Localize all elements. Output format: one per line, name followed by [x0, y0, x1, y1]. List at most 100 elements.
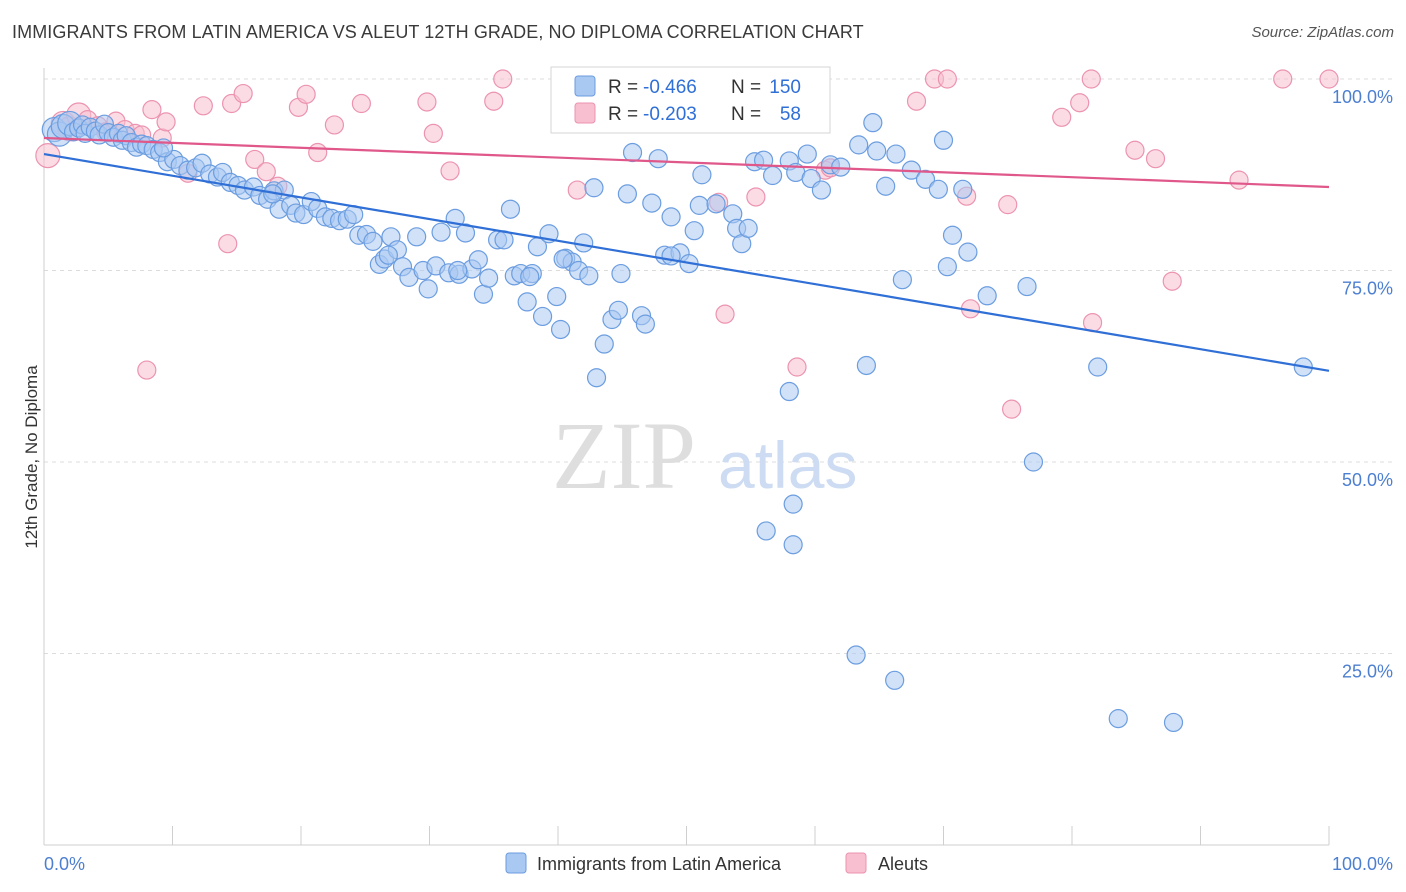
latin-america-point [886, 144, 906, 164]
source-label: Source: ZipAtlas.com [1251, 24, 1394, 41]
aleuts-point [417, 92, 437, 112]
aleuts-point [937, 69, 957, 89]
legend-r-label-1: R = [608, 77, 638, 98]
latin-america-point [378, 245, 398, 265]
chart-title: IMMIGRANTS FROM LATIN AMERICA VS ALEUT 1… [12, 22, 864, 42]
latin-america-point [635, 314, 655, 334]
latin-america-point [455, 223, 476, 243]
aleuts-point [493, 69, 513, 89]
series-legend-label-blue: Immigrants from Latin America [537, 854, 782, 874]
legend-n-label-2: N = [731, 104, 761, 125]
aleuts-point [423, 123, 443, 143]
aleuts-point [233, 83, 253, 104]
latin-america-point [1017, 276, 1037, 297]
grid-lines [44, 78, 1392, 654]
latin-america-point [517, 292, 537, 312]
x-tick-label-min: 0.0% [44, 854, 85, 874]
aleuts-point [351, 93, 371, 114]
latin-america-point [856, 355, 877, 376]
latin-america-point [692, 165, 712, 185]
latin-america-point [783, 535, 803, 555]
latin-america-point [756, 521, 776, 541]
latin-america-point [586, 368, 607, 388]
latin-america-point [468, 250, 488, 270]
y-tick-label: 100.0% [1332, 87, 1393, 107]
legend-n-value-2: 58 [780, 104, 801, 125]
series-legend: Immigrants from Latin America Aleuts [505, 852, 928, 874]
aleuts-point [308, 142, 328, 163]
legend-n-value-1: 150 [769, 77, 801, 98]
latin-america-point [706, 194, 726, 214]
latin-america-point [953, 179, 973, 199]
legend-r-value-2: -0.203 [643, 104, 697, 125]
latin-america-point [762, 165, 783, 186]
y-axis-title: 12th Grade, No Diploma [22, 365, 41, 549]
latin-america-point [363, 231, 383, 251]
latin-america-point [1023, 452, 1044, 472]
aleuts-point [324, 115, 345, 135]
y-tick-label: 75.0% [1342, 279, 1393, 299]
latin-america-point [431, 222, 451, 242]
aleuts-point [1162, 271, 1182, 291]
latin-america-point [584, 178, 604, 198]
trend-lines [43, 136, 1330, 372]
aleuts-point [746, 187, 766, 207]
latin-america-point [928, 179, 948, 199]
aleuts-point [1081, 69, 1101, 89]
latin-america-point [520, 267, 540, 287]
latin-america-point [574, 233, 594, 253]
y-tick-labels: 25.0% 50.0% 75.0% 100.0% [1332, 87, 1393, 682]
watermark-zip: ZIP [552, 402, 696, 509]
latin-america-point [977, 286, 997, 306]
latin-america-point [661, 207, 681, 227]
axes [43, 68, 1330, 846]
latin-america-point [779, 381, 799, 402]
latin-america-point [611, 263, 631, 284]
aleuts-point [1052, 107, 1072, 127]
legend-r-label-2: R = [608, 104, 638, 125]
watermark-atlas: atlas [718, 428, 857, 502]
latin-america-point [479, 268, 499, 288]
latin-america-point [738, 218, 758, 238]
aleuts-point [218, 234, 238, 254]
latin-america-point [1088, 357, 1108, 377]
aleuts-point [1229, 170, 1249, 190]
aleuts-point [440, 161, 460, 181]
aleuts-point [137, 360, 157, 380]
x-tick-label-max: 100.0% [1332, 854, 1393, 874]
aleuts-point [1145, 149, 1166, 169]
latin-america-point [648, 149, 668, 169]
latin-america-point [617, 184, 637, 204]
latin-america-trend-line [43, 152, 1330, 372]
latin-america-point [937, 257, 957, 277]
latin-america-point [684, 221, 704, 241]
latin-america-point [661, 246, 681, 266]
latin-america-point [407, 227, 427, 247]
aleuts-point [1125, 140, 1145, 160]
latin-america-point [689, 195, 709, 215]
latin-america-point [500, 199, 521, 219]
stats-legend-box [550, 66, 831, 134]
aleuts-point [256, 162, 276, 182]
latin-america-point [594, 334, 614, 354]
latin-america-point [867, 141, 887, 161]
latin-america-point [933, 130, 954, 150]
latin-america-point [849, 135, 869, 155]
latin-america-point [783, 494, 803, 514]
aleuts-point [193, 96, 213, 116]
series-legend-swatch-pink [845, 852, 867, 874]
latin-america-point [532, 306, 553, 327]
aleuts-point [787, 357, 807, 377]
latin-america-point [863, 113, 883, 133]
y-tick-label: 25.0% [1342, 662, 1393, 682]
aleuts-point [1319, 69, 1339, 89]
aleuts-point [906, 91, 927, 111]
latin-america-point [942, 225, 963, 245]
aleuts-point [1273, 69, 1293, 89]
latin-america-point [892, 270, 912, 290]
latin-america-point [608, 300, 628, 320]
aleuts-point [1070, 93, 1090, 113]
latin-america-point [553, 249, 573, 269]
aleuts-point [484, 91, 504, 111]
